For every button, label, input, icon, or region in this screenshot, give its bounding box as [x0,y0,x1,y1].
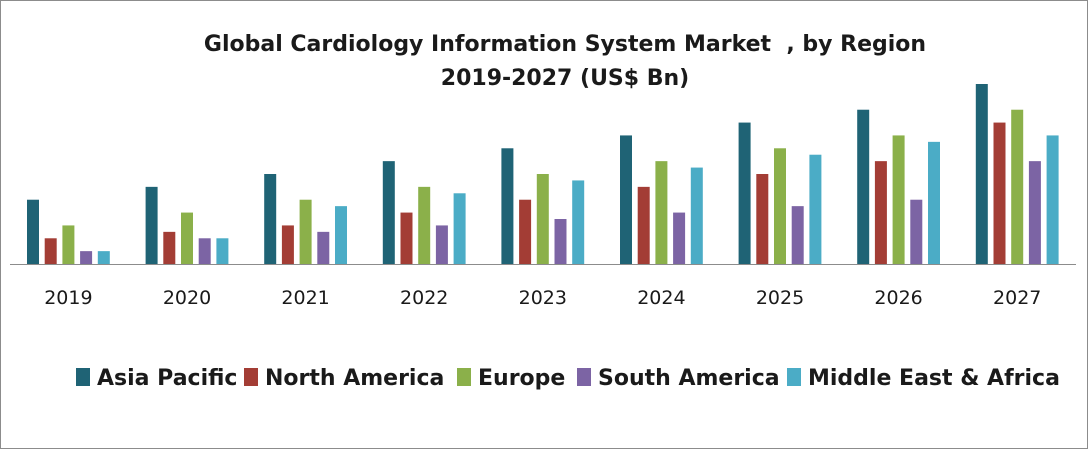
x-tick-label: 2021 [281,287,329,309]
x-tick-labels: 2019 2020 2021 2022 2023 2024 2025 2026 2027 [44,287,1041,309]
legend-swatch-north-america [244,368,258,386]
legend-swatch-asia-pacific [76,368,90,386]
bar-south-america-2023 [554,219,567,264]
bar-middle-east-and-africa-2024 [690,167,703,264]
bar-asia-pacific-2023 [501,148,514,264]
chart-title-block: Global Cardiology Information System Mar… [0,28,1088,96]
bar-europe-2026 [892,135,905,264]
bar-south-america-2024 [673,212,686,264]
bar-europe-2027 [1011,109,1024,264]
bar-asia-pacific-2027 [975,84,988,264]
bar-north-america-2020 [163,231,176,264]
bar-north-america-2026 [874,161,887,264]
bar-north-america-2025 [756,174,769,264]
bar-europe-2022 [418,186,431,264]
bar-asia-pacific-2021 [264,174,277,264]
bar-middle-east-and-africa-2022 [453,193,466,264]
legend-swatch-south-america [577,368,591,386]
bar-asia-pacific-2024 [620,135,632,264]
x-tick-label: 2022 [400,287,448,309]
bar-south-america-2022 [435,225,448,264]
bar-asia-pacific-2026 [857,109,870,264]
bar-north-america-2021 [281,225,294,264]
legend-swatch-middle-east-and-africa [787,368,801,386]
x-tick-label: 2027 [993,287,1041,309]
bar-europe-2024 [655,161,668,264]
bar-north-america-2022 [400,212,413,264]
bar-asia-pacific-2020 [145,186,158,264]
bar-north-america-2027 [993,122,1006,264]
legend-label-north-america: North America [265,366,444,391]
bar-north-america-2023 [519,199,532,264]
bar-middle-east-and-africa-2019 [97,251,110,264]
x-tick-label: 2024 [637,287,685,309]
bar-middle-east-and-africa-2027 [1046,135,1059,264]
bar-europe-2025 [774,148,786,264]
bar-middle-east-and-africa-2023 [572,180,585,264]
legend-label-south-america: South America [598,366,780,391]
bar-north-america-2019 [44,238,57,264]
bar-middle-east-and-africa-2021 [335,206,347,264]
x-tick-label: 2019 [44,287,92,309]
bar-europe-2019 [62,225,75,264]
bar-middle-east-and-africa-2025 [809,154,822,264]
bar-asia-pacific-2019 [27,199,39,264]
legend-swatch-europe [457,368,471,386]
x-tick-label: 2026 [874,287,922,309]
bar-europe-2023 [536,174,549,264]
bar-north-america-2024 [637,186,650,264]
legend-label-asia-pacific: Asia Pacific [97,366,237,391]
chart-subtitle: 2019-2027 (US$ Bn) [440,66,690,91]
legend: Asia Pacific North America Europe South Ame… [76,366,1060,391]
bar-south-america-2021 [317,231,330,264]
bar-europe-2020 [181,212,193,264]
x-tick-label: 2020 [163,287,211,309]
bars-group [27,84,1059,264]
legend-label-middle-east-and-africa: Middle East & Africa [808,366,1060,391]
bar-south-america-2020 [198,238,211,264]
x-tick-label: 2025 [756,287,804,309]
chart-title: Global Cardiology Information System Mar… [203,32,927,57]
bar-south-america-2019 [80,251,93,264]
bar-asia-pacific-2025 [738,122,751,264]
bar-south-america-2026 [910,199,923,264]
bar-middle-east-and-africa-2026 [928,141,940,264]
bar-south-america-2027 [1028,161,1041,264]
legend-label-europe: Europe [478,366,565,391]
bar-asia-pacific-2022 [382,161,395,264]
x-tick-label: 2023 [519,287,567,309]
bar-europe-2021 [299,199,312,264]
bar-south-america-2025 [791,206,804,264]
bar-middle-east-and-africa-2020 [216,238,229,264]
